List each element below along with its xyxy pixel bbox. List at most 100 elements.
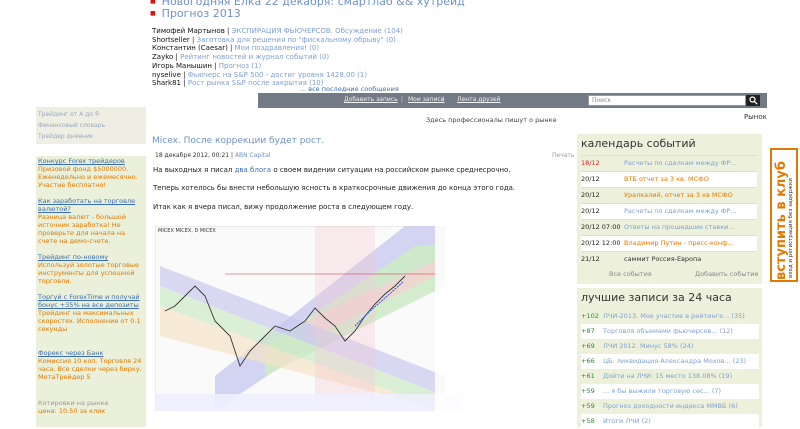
calendar-row[interactable]: 18/12 Расчеты по сделкам между ФР...: [581, 155, 757, 171]
comment-row: Shortseller | Заготовка для решения по "…: [152, 35, 396, 44]
join-club-button[interactable]: вступить в клуб вход и регистрация без з…: [770, 148, 798, 282]
comment-author[interactable]: nyselive: [152, 70, 181, 79]
ad-title[interactable]: Торгуй с ForexTime и получай бонус +35% …: [38, 293, 140, 309]
comment-text[interactable]: Рост рынка S&P после закрытия (10): [187, 79, 324, 88]
comment-author[interactable]: Zayko: [152, 53, 174, 62]
ad-block[interactable]: Форекс через Банк Комиссия 10 коп. Торгов…: [38, 349, 143, 381]
ad-text: Используй золотые торговые инструменты д…: [38, 261, 140, 285]
price-chart-image[interactable]: MICEX MICEX, D MICEX: [155, 226, 462, 411]
add-event-link[interactable]: Добавить событие: [695, 270, 759, 278]
text: о своем видении ситуации на российском р…: [273, 166, 511, 174]
nav-friends-feed[interactable]: Лента друзей: [457, 96, 501, 103]
article-paragraph: На выходных я писал два блога о своем ви…: [153, 166, 511, 174]
calendar-row[interactable]: 20/12 12:00 Владимир Путин - пресс-конф..…: [581, 235, 757, 251]
article-title[interactable]: Micex. После коррекции будет рост.: [152, 136, 325, 146]
best-post-row[interactable]: +69 ЛЧИ 2012. Минус 58% (24): [581, 339, 759, 354]
event-title[interactable]: Ответы на прошедшие ставки...: [624, 223, 735, 231]
left-link[interactable]: Финансовый словарь: [38, 122, 105, 129]
ad-footer: Котировки на рынке цена: 10.50 за клик: [38, 399, 143, 415]
comment-author[interactable]: Игорь Манышин: [152, 61, 212, 70]
search-input[interactable]: Поиск: [588, 95, 746, 106]
post-comments: (35): [731, 312, 745, 320]
ad-footer-label[interactable]: Котировки на рынке: [38, 399, 109, 407]
comment-author[interactable]: Тимофей Мартынов: [152, 27, 225, 35]
article-meta: 18 декабря 2012, 00:21 | ABN Capital: [155, 152, 271, 159]
calendar-row[interactable]: 21/12 саммит Россия-Европа: [581, 251, 757, 267]
post-title[interactable]: ЦБ: ликвидация Александра Мохов...: [603, 357, 731, 365]
print-link[interactable]: Печать: [552, 152, 575, 159]
best-post-row[interactable]: +61 Дойти на ЛЧИ: 15 место 138.08% (19): [581, 369, 759, 384]
best-posts-title: лучшие записи за 24 часа: [581, 291, 732, 304]
market-link[interactable]: Рынок: [744, 113, 767, 121]
comment-text[interactable]: Заготовка для решения по "фискальному об…: [196, 35, 396, 44]
ad-title[interactable]: Трейдинг по-новому: [38, 253, 109, 261]
top-links: Новогодняя Елка 22 декабря: смартлаб && …: [150, 0, 465, 20]
best-post-row[interactable]: +87 Торговля объемами фьючерсов... (12): [581, 324, 759, 339]
best-post-row[interactable]: +59 ... я бы выжили торговую сес... (7): [581, 384, 759, 399]
comment-row: Shark81 | Рост рынка S&P после закрытия …: [152, 79, 324, 88]
event-title[interactable]: Уралкалий, отчет за 3 кв МСФО: [624, 191, 733, 199]
comment-text[interactable]: Рейтинг новостей и журнал событий (0): [180, 53, 330, 62]
calendar-row[interactable]: 20/12 Расчеты по сделкам между ФР...: [581, 203, 757, 219]
post-title[interactable]: Прогноз доходности индекса ММВБ: [603, 402, 727, 410]
comment-author[interactable]: Shark81: [152, 79, 182, 88]
comment-text[interactable]: Мои поздравления! (0): [234, 44, 320, 53]
post-title[interactable]: Торговля объемами фьючерсов...: [603, 327, 718, 335]
post-comments: (7): [711, 387, 722, 395]
comment-text[interactable]: Прогноз (1): [218, 61, 262, 70]
calendar-row[interactable]: 20/12 Уралкалий, отчет за 3 кв МСФО: [581, 187, 757, 203]
left-link[interactable]: Трейдинг от А до Я: [38, 111, 100, 118]
ad-block[interactable]: Трейдинг по-новому Используй золотые торг…: [38, 253, 143, 285]
ad-title[interactable]: Конкурс Forex трейдеров: [38, 157, 125, 165]
best-post-row[interactable]: +102 ЛЧИ-2013. Мое участие в рейтинге... …: [581, 309, 759, 324]
best-post-row[interactable]: +66 ЦБ: ликвидация Александра Мохов... (2…: [581, 354, 759, 369]
top-link[interactable]: Новогодняя Елка 22 декабря: смартлаб && …: [150, 0, 465, 8]
calendar-row[interactable]: 20/12 07:00 Ответы на прошедшие ставки...: [581, 219, 757, 235]
post-score: +59: [581, 387, 595, 395]
event-date: 20/12: [581, 175, 600, 183]
left-ad-sidebar: Конкурс Forex трейдеров Призовой фонд $50…: [36, 156, 146, 427]
article-author[interactable]: ABN Capital: [234, 152, 271, 159]
comment-text[interactable]: ЭКСПИРАЦИЯ ФЬЮЧЕРСОВ. Обсуждение (104): [231, 27, 403, 35]
ad-block[interactable]: Торгуй с ForexTime и получай бонус +35% …: [38, 293, 143, 333]
calendar-title: календарь событий: [581, 137, 696, 150]
ad-title[interactable]: Как заработать на торговле валютой?: [38, 197, 136, 213]
ad-block[interactable]: Как заработать на торговле валютой? Разни…: [38, 197, 143, 245]
ad-block[interactable]: Конкурс Forex трейдеров Призовой фонд $50…: [38, 157, 143, 189]
top-link[interactable]: Прогноз 2013: [150, 8, 465, 20]
event-title[interactable]: ВТБ отчет за 3 кв. МСФО: [624, 175, 709, 183]
nav-add-post[interactable]: Добавить запись: [344, 96, 398, 103]
event-title[interactable]: саммит Россия-Европа: [624, 255, 702, 263]
comment-text[interactable]: Фьючерс на S&P 500 - достиг уровня 1428.…: [187, 70, 368, 79]
site-slogan: Здесь профессионалы пишут о рынке: [426, 116, 557, 124]
post-title[interactable]: Дойти на ЛЧИ: 15 место 138.08%: [603, 372, 717, 380]
post-title[interactable]: Итоги ЛЧИ: [603, 417, 640, 425]
search-button[interactable]: [746, 95, 760, 106]
all-comments-link[interactable]: ... все последние сообщения: [300, 85, 399, 93]
left-link[interactable]: Трейдер дневник: [38, 133, 94, 140]
blogs-link[interactable]: два блога: [234, 166, 272, 174]
text: На выходных я писал: [153, 166, 233, 174]
ad-title[interactable]: Форекс через Банк: [38, 349, 104, 357]
post-title[interactable]: ЛЧИ 2012. Минус 58%: [603, 342, 678, 350]
best-post-row[interactable]: +59 Прогноз доходности индекса ММВБ (6): [581, 399, 759, 414]
post-comments: (23): [732, 357, 747, 365]
best-post-row[interactable]: +58 Итоги ЛЧИ (2): [581, 414, 759, 429]
post-title[interactable]: ЛЧИ-2013. Мое участие в рейтинге...: [603, 312, 730, 320]
calendar-row[interactable]: 20/12 ВТБ отчет за 3 кв. МСФО: [581, 171, 757, 187]
post-score: +102: [581, 312, 599, 320]
all-events-link[interactable]: Все события: [609, 270, 652, 278]
event-title[interactable]: Расчеты по сделкам между ФР...: [624, 207, 737, 215]
search-icon: [749, 96, 758, 105]
post-title[interactable]: ... я бы выжили торговую сес...: [603, 387, 710, 395]
event-title[interactable]: Владимир Путин - пресс-конф...: [624, 239, 734, 247]
comment-author[interactable]: Константин (Caesar): [152, 44, 228, 53]
post-comments: (2): [641, 417, 651, 425]
article-date: 18 декабря 2012, 00:21: [155, 152, 230, 159]
event-date: 20/12: [581, 191, 600, 199]
event-title[interactable]: Расчеты по сделкам между ФР...: [624, 159, 737, 167]
left-links-box: Трейдинг от А до Я Финансовый словарь Тр…: [36, 107, 146, 144]
event-date: 20/12 12:00: [581, 239, 621, 247]
nav-my-posts[interactable]: Мои записи: [408, 96, 445, 103]
comment-author[interactable]: Shortseller: [152, 35, 190, 44]
